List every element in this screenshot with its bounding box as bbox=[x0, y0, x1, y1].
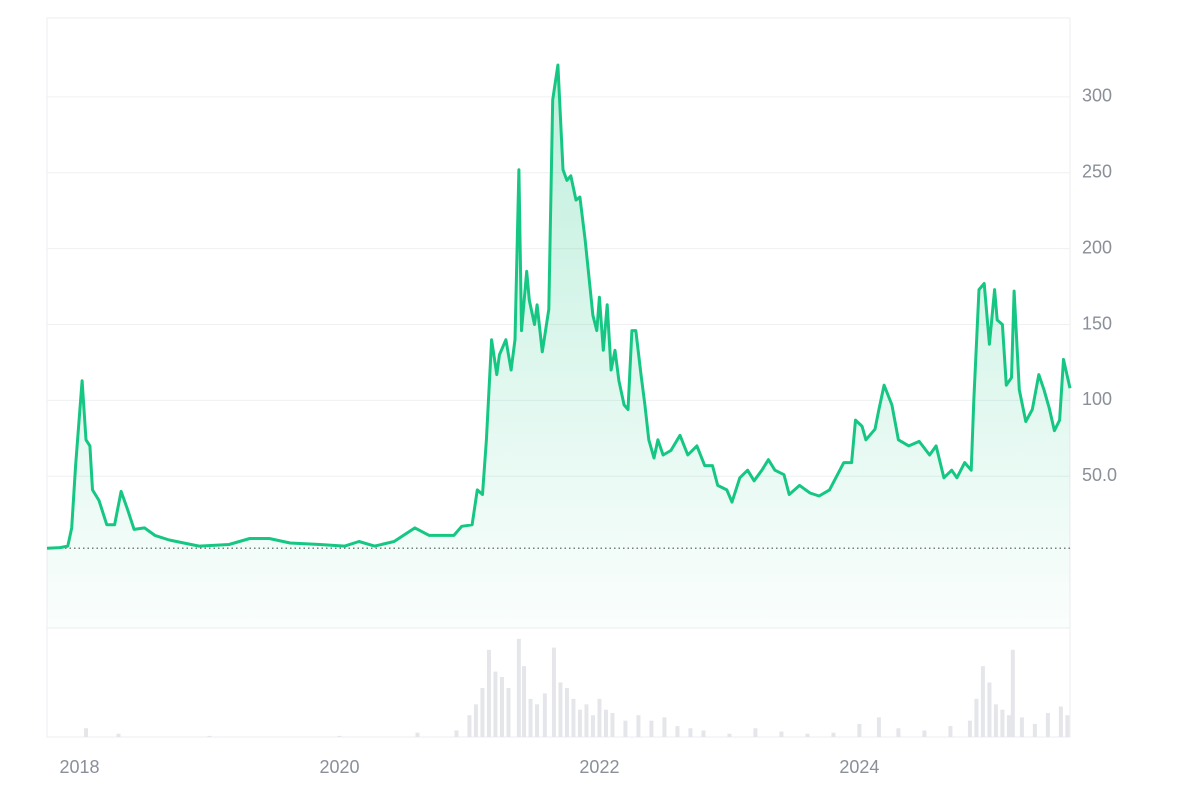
volume-bar bbox=[896, 728, 901, 737]
volume-bar bbox=[1058, 706, 1063, 737]
x-tick-label: 2024 bbox=[839, 757, 879, 777]
y-tick-label: 150 bbox=[1082, 313, 1112, 333]
volume-bar bbox=[597, 698, 602, 737]
volume-bar bbox=[486, 649, 491, 737]
volume-bar bbox=[83, 728, 88, 737]
y-tick-label: 250 bbox=[1082, 162, 1112, 182]
volume-bar bbox=[779, 731, 784, 737]
volume-bar bbox=[727, 733, 732, 737]
volume-bar bbox=[551, 647, 556, 737]
y-tick-label: 100 bbox=[1082, 389, 1112, 409]
volume-bar bbox=[207, 735, 212, 737]
volume-bar bbox=[516, 638, 521, 737]
y-tick-label: 50.0 bbox=[1082, 465, 1117, 485]
volume-bar bbox=[535, 704, 540, 737]
volume-bar bbox=[980, 666, 985, 737]
volume-bar bbox=[688, 728, 693, 737]
volume-bar bbox=[542, 693, 547, 737]
volume-bar bbox=[649, 720, 654, 737]
volume-bar bbox=[948, 726, 953, 737]
volume-bar bbox=[636, 715, 641, 737]
volume-bar bbox=[493, 671, 498, 737]
volume-bar bbox=[577, 709, 582, 737]
volume-bar bbox=[857, 723, 862, 737]
volume-bar bbox=[528, 698, 533, 737]
volume-bar bbox=[1006, 715, 1011, 737]
volume-bar bbox=[987, 682, 992, 737]
volume-bar bbox=[415, 732, 420, 737]
volume-bar bbox=[610, 713, 615, 737]
volume-bar bbox=[337, 735, 342, 737]
volume-bar bbox=[675, 726, 680, 737]
price-line bbox=[46, 63, 1072, 550]
volume-bar bbox=[753, 728, 758, 737]
volume-bar bbox=[831, 732, 836, 737]
volume-bar bbox=[967, 720, 972, 737]
volume-bar bbox=[454, 730, 459, 737]
volume-bar bbox=[571, 698, 576, 737]
volume-bar bbox=[499, 677, 504, 737]
volume-bar bbox=[1000, 709, 1005, 737]
volume-bar bbox=[876, 717, 881, 737]
volume-bar bbox=[473, 704, 478, 737]
y-tick-label: 200 bbox=[1082, 237, 1112, 257]
volume-bar bbox=[584, 704, 589, 737]
area bbox=[47, 65, 1070, 628]
x-tick-label: 2018 bbox=[59, 757, 99, 777]
volume-bar bbox=[1065, 715, 1070, 737]
volume-bar bbox=[506, 687, 511, 737]
volume-bar bbox=[558, 682, 563, 737]
volume-bar bbox=[467, 715, 472, 737]
volume-bar bbox=[564, 687, 569, 737]
volume-bar bbox=[974, 698, 979, 737]
volume-bar bbox=[590, 715, 595, 737]
volume-bar bbox=[480, 687, 485, 737]
volume-bar bbox=[522, 666, 527, 737]
volume-bar bbox=[1032, 723, 1037, 737]
volume-bar bbox=[701, 730, 706, 737]
x-tick-label: 2022 bbox=[579, 757, 619, 777]
x-tick-label: 2020 bbox=[319, 757, 359, 777]
y-tick-label: 300 bbox=[1082, 86, 1112, 106]
volume-bar bbox=[805, 733, 810, 737]
volume-bar bbox=[603, 709, 608, 737]
volume-bar bbox=[116, 733, 121, 737]
volume-bar bbox=[1019, 717, 1024, 737]
volume-bar bbox=[922, 730, 927, 737]
volume-bar bbox=[662, 717, 667, 737]
volume-bar bbox=[993, 704, 998, 737]
volume-bar bbox=[623, 720, 628, 737]
volume-bar bbox=[1010, 649, 1015, 737]
volume-bar bbox=[1045, 713, 1050, 737]
